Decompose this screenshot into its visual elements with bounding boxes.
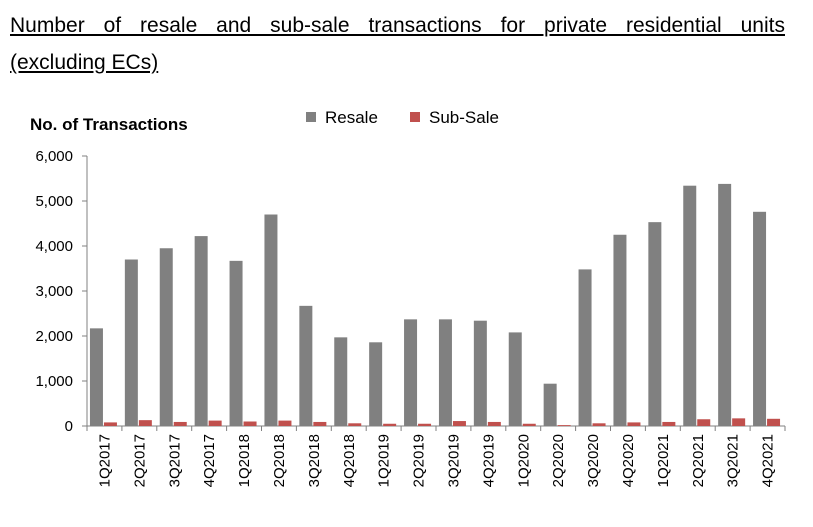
bar-resale: [124, 259, 138, 426]
x-tick-label: 3Q2020: [585, 434, 602, 487]
y-tick-label: 5,000: [35, 193, 73, 210]
bar-resale: [473, 320, 487, 426]
x-tick-label: 1Q2018: [236, 434, 253, 487]
x-tick-label: 4Q2017: [201, 434, 218, 487]
bar-sub-sale: [138, 420, 152, 426]
x-tick-label: 2Q2017: [131, 434, 148, 487]
bar-sub-sale: [278, 420, 292, 426]
x-tick-label: 1Q2019: [376, 434, 393, 487]
bar-sub-sale: [208, 420, 222, 426]
bar-resale: [718, 183, 732, 426]
bar-sub-sale: [697, 419, 711, 426]
x-tick-label: 4Q2019: [480, 434, 497, 487]
x-tick-label: 2Q2018: [271, 434, 288, 487]
bar-resale: [648, 222, 662, 426]
bar-resale: [578, 269, 592, 426]
bar-resale: [438, 319, 452, 426]
x-tick-label: 3Q2021: [725, 434, 742, 487]
chart-title-line-1: Number of resale and sub-sale transactio…: [10, 14, 785, 37]
bar-sub-sale: [348, 423, 362, 426]
bar-sub-sale: [383, 423, 397, 426]
legend-label-resale: Resale: [325, 108, 378, 127]
y-axis-label: No. of Transactions: [30, 115, 188, 134]
x-tick-label: 4Q2020: [620, 434, 637, 487]
bar-resale: [369, 342, 383, 426]
bar-resale: [194, 236, 208, 426]
bar-sub-sale: [732, 418, 746, 426]
bar-sub-sale: [662, 421, 676, 426]
y-axis: 0 1,000 2,000 3,000 4,000 5,000 6,000: [35, 148, 88, 435]
bar-resale: [159, 248, 173, 426]
bar-sub-sale: [522, 423, 536, 426]
bar-resale: [683, 185, 697, 426]
x-tick-label: 1Q2021: [655, 434, 672, 487]
bar-resale: [334, 337, 348, 426]
bar-resale: [404, 319, 418, 426]
bar-resale: [89, 328, 103, 426]
x-tick-label: 2Q2019: [411, 434, 428, 487]
bar-sub-sale: [173, 421, 187, 426]
x-tick-label: 4Q2018: [341, 434, 358, 487]
bar-resale: [264, 214, 278, 426]
bar-resale: [543, 383, 557, 426]
bar-sub-sale: [103, 422, 117, 426]
bar-resale: [229, 260, 243, 426]
x-tick-label: 3Q2019: [445, 434, 462, 487]
bar-resale: [753, 211, 767, 426]
y-tick-label: 1,000: [35, 373, 73, 390]
x-tick-label: 3Q2018: [306, 434, 323, 487]
bar-sub-sale: [592, 423, 606, 426]
legend-swatch-sub-sale: [410, 112, 420, 122]
bar-sub-sale: [418, 423, 432, 426]
bar-sub-sale: [243, 421, 257, 426]
y-tick-label: 6,000: [35, 148, 73, 165]
bar-sub-sale: [313, 421, 327, 426]
legend: Resale Sub-Sale: [306, 108, 499, 127]
bar-resale: [613, 234, 627, 426]
x-tick-label: 3Q2017: [166, 434, 183, 487]
bar-sub-sale: [452, 421, 466, 426]
y-tick-label: 3,000: [35, 283, 73, 300]
bar-resale: [299, 305, 313, 426]
x-tick-label: 1Q2020: [515, 434, 532, 487]
bar-sub-sale: [557, 425, 571, 426]
bar-sub-sale: [487, 421, 501, 426]
x-tick-label: 2Q2021: [690, 434, 707, 487]
x-tick-label: 2Q2020: [550, 434, 567, 487]
y-tick-label: 4,000: [35, 238, 73, 255]
x-tick-label: 4Q2021: [760, 434, 777, 487]
bar-sub-sale: [627, 422, 641, 426]
bar-resale: [508, 332, 522, 426]
x-axis: 1Q2017 2Q2017 3Q2017 4Q2017 1Q2018 2Q2018 3Q20…: [86, 425, 786, 487]
legend-swatch-resale: [306, 112, 316, 122]
bar-sub-sale: [767, 418, 781, 426]
y-tick-label: 0: [65, 418, 73, 435]
bars: [89, 183, 781, 426]
x-tick-label: 1Q2017: [96, 434, 113, 487]
legend-label-sub-sale: Sub-Sale: [429, 108, 499, 127]
y-tick-label: 2,000: [35, 328, 73, 345]
chart-title-line-2: (excluding ECs): [10, 51, 159, 74]
